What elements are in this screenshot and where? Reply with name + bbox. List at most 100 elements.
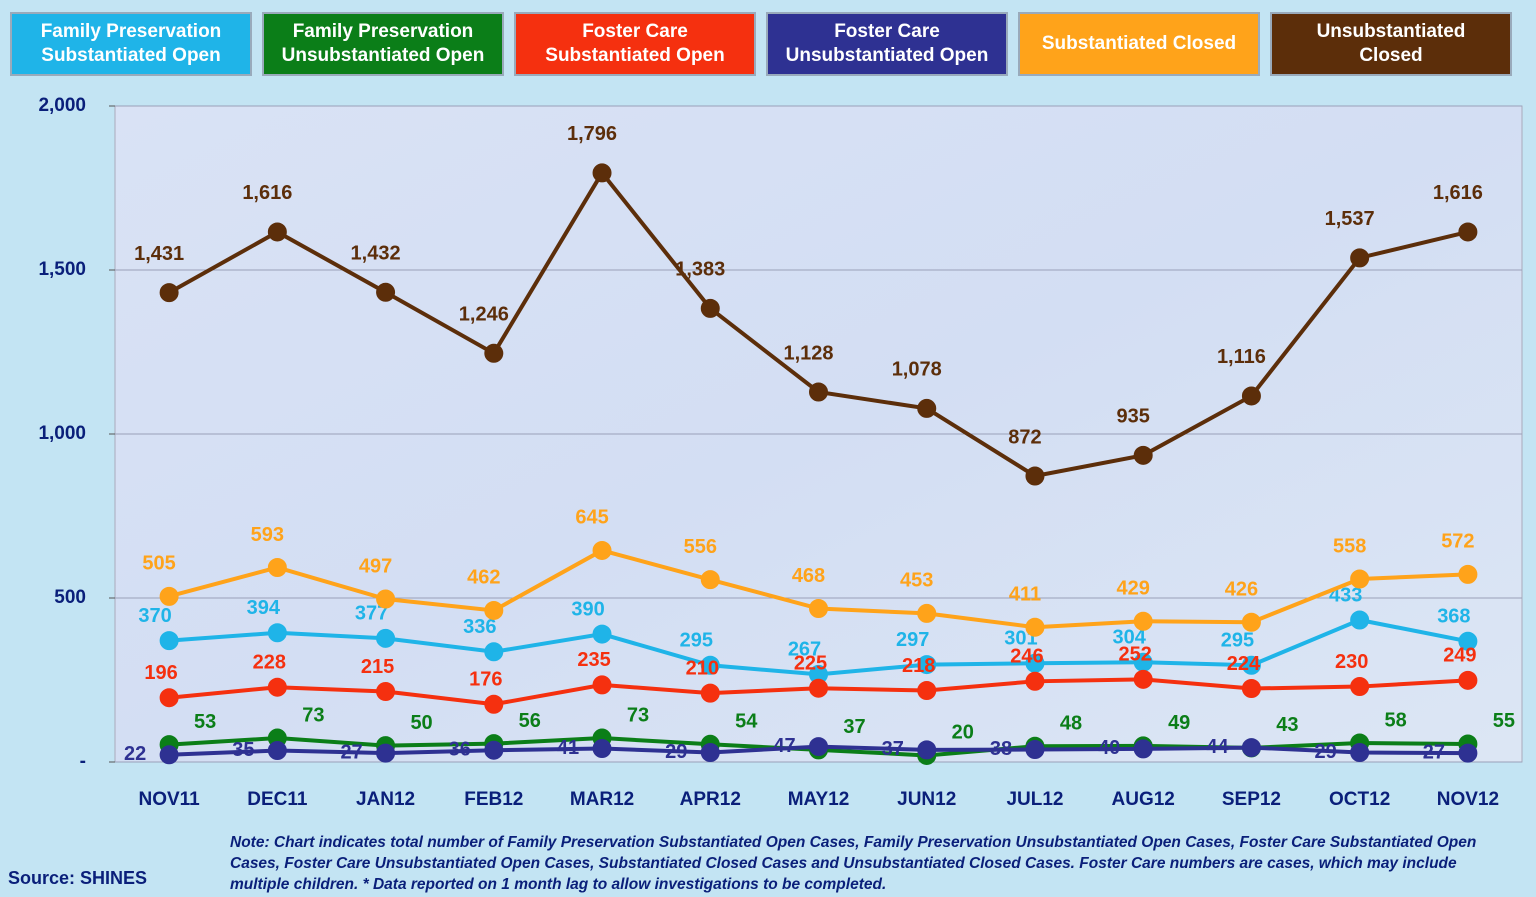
legend-entry: Foster Care Unsubstantiated Open: [766, 12, 1008, 76]
data-label: 295: [1221, 630, 1254, 652]
y-tick-label: -: [80, 751, 86, 772]
data-label: 497: [359, 555, 392, 577]
point: [917, 680, 937, 700]
point: [1133, 611, 1153, 631]
data-label: 249: [1443, 645, 1476, 667]
point: [267, 222, 287, 242]
legend-entry: Family Preservation Substantiated Open: [10, 12, 252, 76]
point: [267, 741, 287, 761]
point: [592, 739, 612, 759]
point: [592, 163, 612, 183]
data-label: 1,431: [134, 243, 184, 265]
point: [592, 675, 612, 695]
point: [592, 540, 612, 560]
point: [1241, 386, 1261, 406]
point: [159, 283, 179, 303]
data-label: 176: [469, 669, 502, 691]
data-label: 304: [1113, 627, 1147, 649]
point: [1458, 222, 1478, 242]
x-tick-label: JUN12: [897, 789, 956, 810]
point: [700, 655, 720, 675]
point: [1350, 610, 1370, 630]
y-tick-label: 2,000: [38, 95, 86, 116]
x-tick-label: FEB12: [464, 789, 523, 810]
data-label: 505: [142, 553, 175, 575]
legend-entry: Substantiated Closed: [1018, 12, 1260, 76]
point: [484, 642, 504, 662]
x-tick-label: NOV11: [138, 789, 200, 810]
data-label: 1,128: [783, 342, 833, 364]
data-label: 572: [1441, 531, 1474, 553]
point: [809, 678, 828, 698]
legend-entry: Unsubstantiated Closed: [1270, 12, 1512, 76]
data-label: 1,432: [351, 243, 401, 265]
point: [484, 740, 504, 760]
point: [376, 589, 396, 609]
point: [917, 740, 937, 760]
data-label: 1,078: [892, 359, 942, 381]
data-label: 252: [1119, 644, 1152, 666]
point: [1133, 445, 1153, 465]
data-label: 210: [686, 657, 719, 679]
x-tick-label: AUG12: [1112, 789, 1175, 810]
data-label: 872: [1008, 426, 1041, 448]
data-label: 230: [1335, 651, 1368, 673]
data-label: 224: [1227, 653, 1261, 675]
chart: - 500 1,000 1,500 2,000 NOV11 DEC11 JAN12 FEB12 M…: [38, 95, 1523, 810]
point: [1350, 248, 1370, 268]
point: [484, 343, 504, 363]
x-tick-label: DEC11: [247, 789, 308, 810]
point: [376, 282, 396, 302]
data-label: 53: [194, 711, 216, 733]
data-label: 73: [627, 704, 649, 726]
data-label: 41: [557, 737, 579, 759]
data-label: 462: [467, 567, 500, 589]
data-label: 295: [680, 630, 713, 652]
data-label: 394: [247, 597, 281, 619]
y-tick-label: 500: [54, 587, 86, 608]
point: [700, 683, 720, 703]
data-label: 29: [1315, 741, 1337, 763]
point: [1025, 740, 1045, 760]
x-tick-label: APR12: [680, 789, 741, 810]
data-label: 645: [575, 507, 608, 529]
data-label: 27: [340, 741, 362, 763]
point: [1241, 679, 1261, 699]
data-label: 368: [1437, 606, 1470, 628]
note: Note: Chart indicates total number of Fa…: [230, 834, 1477, 893]
data-label: 390: [571, 598, 604, 620]
x-tick-label: NOV12: [1437, 789, 1499, 810]
data-label: 56: [519, 710, 541, 732]
legend: Family Preservation Substantiated Open Fa…: [10, 12, 1512, 76]
data-label: 196: [144, 662, 177, 684]
data-label: 1,116: [1217, 346, 1266, 368]
point: [376, 743, 396, 763]
x-tick-label: MAY12: [788, 789, 850, 810]
x-tick-label: JUL12: [1006, 789, 1063, 810]
point: [917, 655, 937, 675]
data-label: 935: [1117, 406, 1150, 428]
point: [267, 623, 287, 643]
data-label: 37: [882, 738, 904, 760]
data-label: 267: [788, 639, 821, 661]
data-label: 73: [302, 704, 324, 726]
data-label: 1,383: [675, 259, 725, 281]
point: [376, 681, 396, 701]
data-label: 54: [735, 711, 758, 733]
data-label: 218: [902, 655, 935, 677]
data-label: 22: [124, 743, 146, 765]
data-label: 377: [355, 603, 388, 625]
data-label: 370: [138, 605, 171, 627]
data-label: 1,537: [1325, 208, 1375, 230]
data-label: 426: [1225, 579, 1258, 601]
point: [1241, 612, 1261, 632]
data-label: 40: [1098, 737, 1120, 759]
point: [1350, 742, 1370, 762]
data-label: 411: [1009, 583, 1041, 605]
legend-entry: Family Preservation Unsubstantiated Open: [262, 12, 504, 76]
point: [809, 598, 828, 618]
data-label: 43: [1276, 714, 1298, 736]
data-label: 297: [896, 629, 929, 651]
point: [1241, 655, 1261, 675]
